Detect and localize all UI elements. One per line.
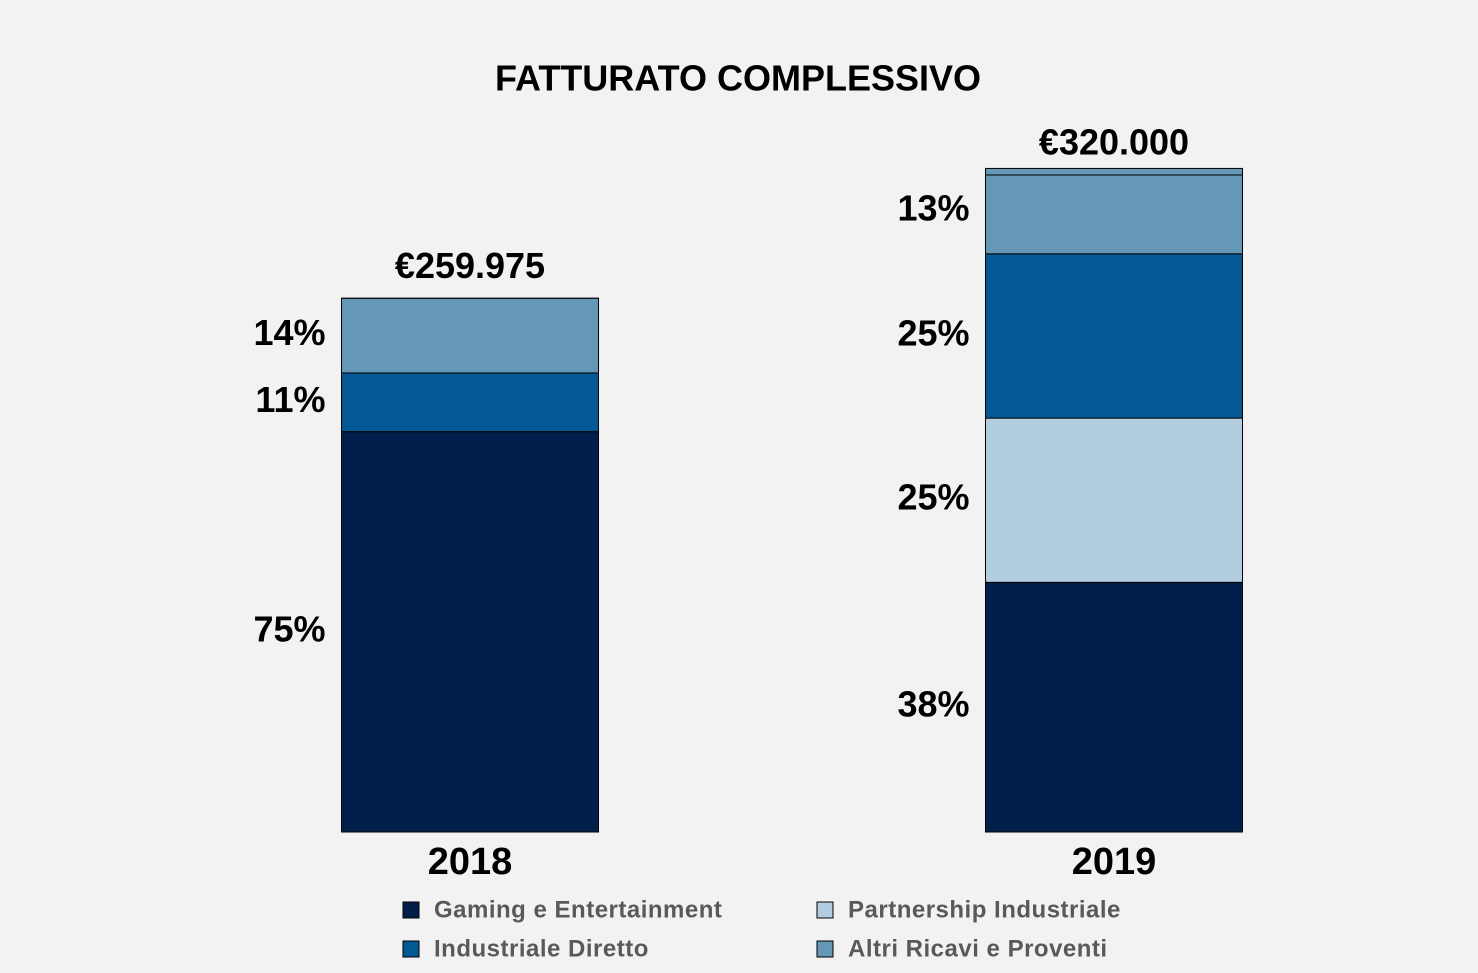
bar-outline — [985, 174, 1243, 833]
legend-label: Altri Ricavi e Proventi — [848, 935, 1108, 962]
chart-title: FATTURATO COMPLESSIVO — [495, 58, 981, 99]
legend-label: Industriale Diretto — [434, 935, 649, 962]
total-label: €259.975 — [395, 245, 545, 286]
legend-swatch — [816, 901, 834, 919]
legend-swatch — [402, 901, 420, 919]
legend-label: Partnership Industriale — [848, 896, 1121, 923]
total-label: €320.000 — [1039, 122, 1189, 163]
bar-outline — [341, 297, 599, 833]
bar-segment — [985, 417, 1243, 583]
data-label: 25% — [897, 312, 969, 353]
data-label: 11% — [255, 379, 325, 420]
bar-segment — [985, 167, 1243, 255]
bar-segment — [985, 581, 1243, 833]
data-label: 38% — [897, 684, 969, 725]
legend-label: Gaming e Entertainment — [434, 896, 722, 923]
bar-segment — [341, 372, 599, 433]
data-label: 14% — [253, 312, 325, 353]
bar-segment — [985, 253, 1243, 419]
bar-segment — [341, 297, 599, 374]
data-label: 25% — [897, 477, 969, 518]
legend-swatch — [402, 940, 420, 958]
x-tick-label: 2018 — [428, 841, 513, 883]
data-label: 13% — [897, 188, 969, 229]
legend-swatch — [816, 940, 834, 958]
bar-segment — [341, 431, 599, 833]
x-tick-label: 2019 — [1072, 841, 1157, 883]
data-label: 75% — [253, 608, 325, 649]
